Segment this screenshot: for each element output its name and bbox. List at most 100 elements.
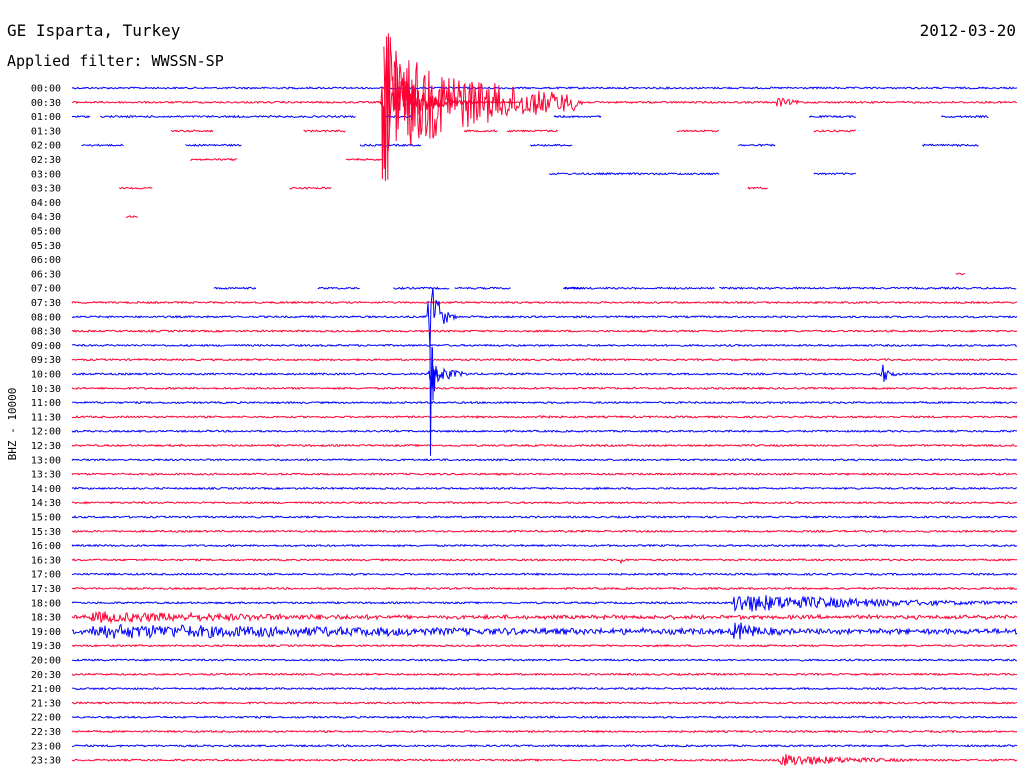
time-label: 14:30 [31, 498, 61, 509]
trace-line [71, 643, 1018, 648]
trace-line [71, 414, 1018, 419]
earthquake-burst [379, 33, 522, 182]
time-label: 15:30 [31, 527, 61, 538]
time-label: 05:00 [31, 227, 61, 238]
trace-line [71, 611, 1018, 625]
trace-line [71, 743, 1018, 748]
trace-line [71, 429, 1018, 434]
trace-line [81, 143, 124, 147]
time-label: 09:00 [31, 341, 61, 352]
trace-line [676, 129, 719, 133]
trace-line [71, 715, 1018, 719]
time-label: 08:30 [31, 327, 61, 338]
trace-line [190, 157, 238, 162]
time-label: 10:30 [31, 384, 61, 395]
trace-line [213, 286, 257, 290]
time-label: 10:00 [31, 370, 61, 381]
time-label: 12:00 [31, 427, 61, 438]
trace-line [71, 586, 1018, 591]
trace-line [317, 286, 360, 290]
trace-line [125, 215, 138, 219]
time-label: 19:00 [31, 627, 61, 638]
time-label: 22:00 [31, 713, 61, 724]
time-label: 01:30 [31, 126, 61, 137]
trace-line [71, 486, 1018, 491]
trace-line [71, 622, 1018, 640]
time-label: 06:30 [31, 269, 61, 280]
time-label: 16:30 [31, 555, 61, 566]
time-label: 21:00 [31, 684, 61, 695]
time-label: 04:30 [31, 212, 61, 223]
trace-line [71, 472, 1018, 476]
trace-line [118, 186, 153, 190]
trace-line [563, 286, 715, 290]
trace-line [529, 143, 573, 147]
y-axis-label: BHZ - 10000 [6, 388, 19, 461]
trace-line [71, 701, 1018, 705]
trace-line [359, 143, 422, 147]
trace-line [71, 529, 1017, 534]
trace-line [303, 129, 346, 133]
time-label: 07:00 [31, 284, 61, 295]
time-label: 09:30 [31, 355, 61, 366]
trace-line [289, 186, 332, 190]
time-label: 07:30 [31, 298, 61, 309]
trace-line [548, 172, 720, 176]
time-label: 17:00 [31, 570, 61, 581]
time-label: 02:00 [31, 141, 61, 152]
trace-line [71, 443, 1018, 448]
trace-line [71, 543, 1018, 548]
time-label: 18:30 [31, 613, 61, 624]
time-label: 13:30 [31, 470, 61, 481]
trace-line [747, 186, 768, 190]
time-label: 04:00 [31, 198, 61, 209]
time-label: 20:30 [31, 670, 61, 681]
trace-line [71, 86, 384, 119]
trace-line [71, 115, 91, 119]
trace-line [71, 86, 1018, 90]
trace-line [71, 658, 1018, 662]
trace-line [345, 157, 384, 162]
trace-line [71, 672, 1018, 677]
trace-line [71, 753, 1018, 766]
trace-line [922, 143, 979, 147]
time-label: 05:30 [31, 241, 61, 252]
trace-line [71, 386, 1018, 391]
time-label: 11:30 [31, 412, 61, 423]
trace-line [383, 46, 1018, 153]
time-label: 00:30 [31, 98, 61, 109]
time-label: 17:30 [31, 584, 61, 595]
trace-line [463, 129, 498, 133]
filter-label: Applied filter: WWSSN-SP [7, 52, 224, 70]
time-label: 03:30 [31, 184, 61, 195]
time-label: 03:00 [31, 169, 61, 180]
trace-line [71, 458, 1018, 462]
trace-line [71, 287, 1018, 350]
time-label: 22:30 [31, 727, 61, 738]
time-label: 12:30 [31, 441, 61, 452]
trace-line [553, 114, 602, 119]
trace-line [393, 286, 450, 290]
trace-line [955, 272, 965, 276]
trace-line [808, 114, 857, 119]
trace-line [813, 129, 856, 133]
trace-line [454, 286, 511, 290]
trace-line [71, 400, 1018, 405]
trace-line [71, 729, 1018, 734]
trace-line [71, 515, 1018, 519]
trace-line [71, 357, 1018, 362]
time-label: 16:00 [31, 541, 61, 552]
time-label: 02:30 [31, 155, 61, 166]
trace-rows: 00:00 00:30 01:00 01:30 02:00 02:30 03:00 03:30… [31, 33, 1018, 767]
trace-line [185, 143, 242, 147]
trace-line [71, 686, 1018, 691]
trace-line [100, 114, 356, 119]
trace-line [738, 143, 776, 148]
time-label: 06:00 [31, 255, 61, 266]
time-label: 19:30 [31, 641, 61, 652]
time-label: 11:00 [31, 398, 61, 409]
trace-line [71, 300, 1018, 305]
trace-line [71, 343, 1018, 348]
trace-line [71, 572, 1018, 577]
time-label: 01:00 [31, 112, 61, 123]
